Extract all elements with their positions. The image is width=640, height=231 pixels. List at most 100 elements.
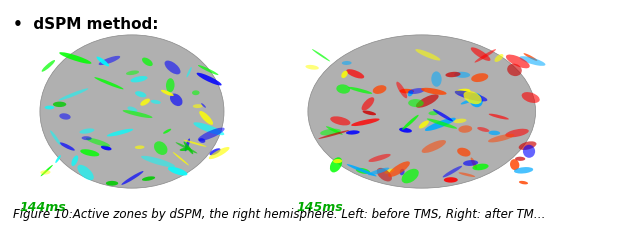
Text: 144ms: 144ms	[19, 200, 66, 213]
Ellipse shape	[209, 149, 221, 156]
Ellipse shape	[40, 36, 224, 188]
Ellipse shape	[141, 156, 175, 167]
Ellipse shape	[385, 169, 394, 174]
Ellipse shape	[168, 167, 188, 176]
Text: 145ms: 145ms	[297, 200, 344, 213]
Ellipse shape	[363, 111, 376, 116]
Ellipse shape	[305, 66, 319, 70]
Ellipse shape	[396, 82, 407, 99]
Ellipse shape	[471, 74, 488, 83]
Ellipse shape	[135, 146, 145, 149]
Ellipse shape	[368, 168, 389, 176]
Ellipse shape	[185, 139, 190, 152]
Ellipse shape	[507, 64, 522, 77]
Ellipse shape	[433, 110, 453, 122]
Ellipse shape	[161, 90, 173, 97]
Ellipse shape	[477, 128, 490, 132]
Ellipse shape	[454, 91, 488, 102]
Ellipse shape	[333, 159, 342, 164]
Ellipse shape	[422, 140, 446, 153]
Ellipse shape	[135, 92, 147, 98]
Ellipse shape	[416, 95, 438, 108]
Ellipse shape	[458, 173, 475, 177]
Ellipse shape	[94, 78, 124, 90]
Text: •  dSPM method:: • dSPM method:	[13, 17, 159, 32]
Ellipse shape	[455, 89, 470, 95]
Ellipse shape	[318, 131, 349, 139]
Ellipse shape	[60, 143, 75, 151]
Ellipse shape	[421, 88, 447, 95]
Ellipse shape	[458, 126, 472, 133]
Ellipse shape	[192, 91, 200, 96]
Ellipse shape	[86, 138, 110, 147]
Ellipse shape	[489, 114, 509, 120]
Ellipse shape	[40, 165, 53, 176]
Ellipse shape	[463, 92, 482, 105]
Ellipse shape	[337, 85, 350, 94]
Ellipse shape	[127, 107, 138, 113]
Ellipse shape	[408, 91, 413, 97]
Ellipse shape	[454, 119, 467, 124]
Ellipse shape	[431, 72, 442, 87]
Ellipse shape	[81, 137, 92, 140]
Ellipse shape	[330, 158, 342, 173]
Ellipse shape	[53, 102, 67, 108]
Ellipse shape	[59, 89, 88, 101]
Ellipse shape	[488, 134, 515, 143]
Ellipse shape	[80, 150, 99, 157]
Ellipse shape	[402, 169, 419, 184]
Ellipse shape	[425, 118, 456, 131]
Ellipse shape	[346, 70, 364, 79]
Ellipse shape	[472, 164, 488, 170]
Ellipse shape	[199, 111, 213, 125]
Ellipse shape	[196, 73, 221, 86]
Ellipse shape	[445, 73, 461, 78]
Ellipse shape	[170, 94, 182, 107]
Ellipse shape	[419, 121, 429, 129]
Ellipse shape	[399, 89, 414, 94]
Ellipse shape	[209, 147, 230, 159]
Ellipse shape	[520, 57, 545, 67]
Ellipse shape	[514, 167, 533, 174]
Ellipse shape	[198, 128, 225, 141]
Ellipse shape	[326, 127, 343, 135]
Ellipse shape	[193, 123, 225, 136]
Ellipse shape	[77, 165, 94, 180]
Ellipse shape	[346, 131, 360, 135]
Ellipse shape	[372, 86, 387, 94]
Ellipse shape	[415, 50, 440, 61]
Ellipse shape	[474, 50, 496, 63]
Ellipse shape	[461, 99, 474, 105]
Ellipse shape	[101, 146, 111, 151]
Ellipse shape	[351, 119, 380, 127]
Ellipse shape	[122, 171, 143, 185]
Ellipse shape	[123, 111, 152, 119]
Ellipse shape	[201, 104, 206, 108]
Ellipse shape	[131, 77, 148, 83]
Ellipse shape	[471, 48, 490, 62]
Ellipse shape	[444, 177, 458, 183]
Ellipse shape	[348, 88, 372, 94]
Ellipse shape	[175, 143, 197, 154]
Ellipse shape	[330, 117, 350, 126]
Ellipse shape	[505, 129, 529, 138]
Ellipse shape	[142, 176, 155, 181]
Ellipse shape	[362, 98, 374, 111]
Ellipse shape	[518, 142, 536, 150]
Ellipse shape	[523, 145, 535, 158]
Ellipse shape	[163, 129, 172, 134]
Ellipse shape	[454, 73, 470, 79]
Ellipse shape	[469, 93, 483, 108]
Ellipse shape	[106, 181, 118, 186]
Ellipse shape	[506, 55, 530, 69]
Ellipse shape	[428, 112, 439, 116]
Ellipse shape	[347, 164, 377, 177]
Ellipse shape	[164, 61, 180, 75]
Ellipse shape	[193, 105, 203, 109]
Ellipse shape	[399, 128, 412, 133]
Ellipse shape	[408, 89, 425, 95]
Ellipse shape	[495, 55, 504, 63]
Ellipse shape	[388, 162, 410, 177]
Ellipse shape	[308, 36, 536, 188]
Ellipse shape	[60, 53, 92, 64]
